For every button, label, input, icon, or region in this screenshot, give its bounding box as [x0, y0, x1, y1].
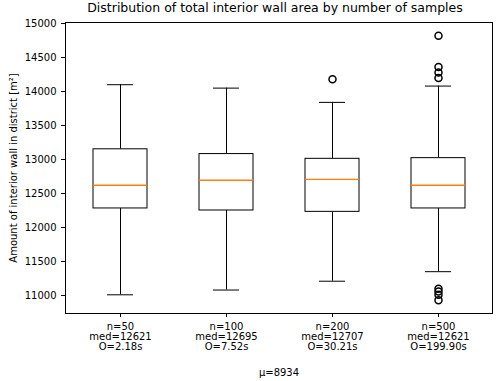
svg-text:11500: 11500	[25, 256, 57, 267]
svg-text:12000: 12000	[25, 222, 57, 233]
svg-text:Amount of interior wall in dis: Amount of interior wall in district [m²]	[8, 73, 19, 263]
svg-text:14500: 14500	[25, 52, 57, 63]
html-text:Distribution of total interior: Distribution of total interior wall area…	[87, 0, 463, 15]
svg-text:n=50med=12621O=2.18s: n=50med=12621O=2.18s	[89, 321, 151, 352]
svg-text:n=200med=12707O=30.21s: n=200med=12707O=30.21s	[301, 321, 363, 352]
svg-text:12500: 12500	[25, 188, 57, 199]
svg-text:13000: 13000	[25, 154, 57, 165]
svg-text:n=500med=12621O=199.90s: n=500med=12621O=199.90s	[407, 321, 469, 352]
svg-text:13500: 13500	[25, 120, 57, 131]
svg-text:n=100med=12695O=7.52s: n=100med=12695O=7.52s	[195, 321, 257, 352]
svg-text:11000: 11000	[25, 290, 57, 301]
svg-text:14000: 14000	[25, 86, 57, 97]
svg-text:15000: 15000	[25, 18, 57, 29]
svg-text:μ=8934: μ=8934	[259, 367, 299, 378]
